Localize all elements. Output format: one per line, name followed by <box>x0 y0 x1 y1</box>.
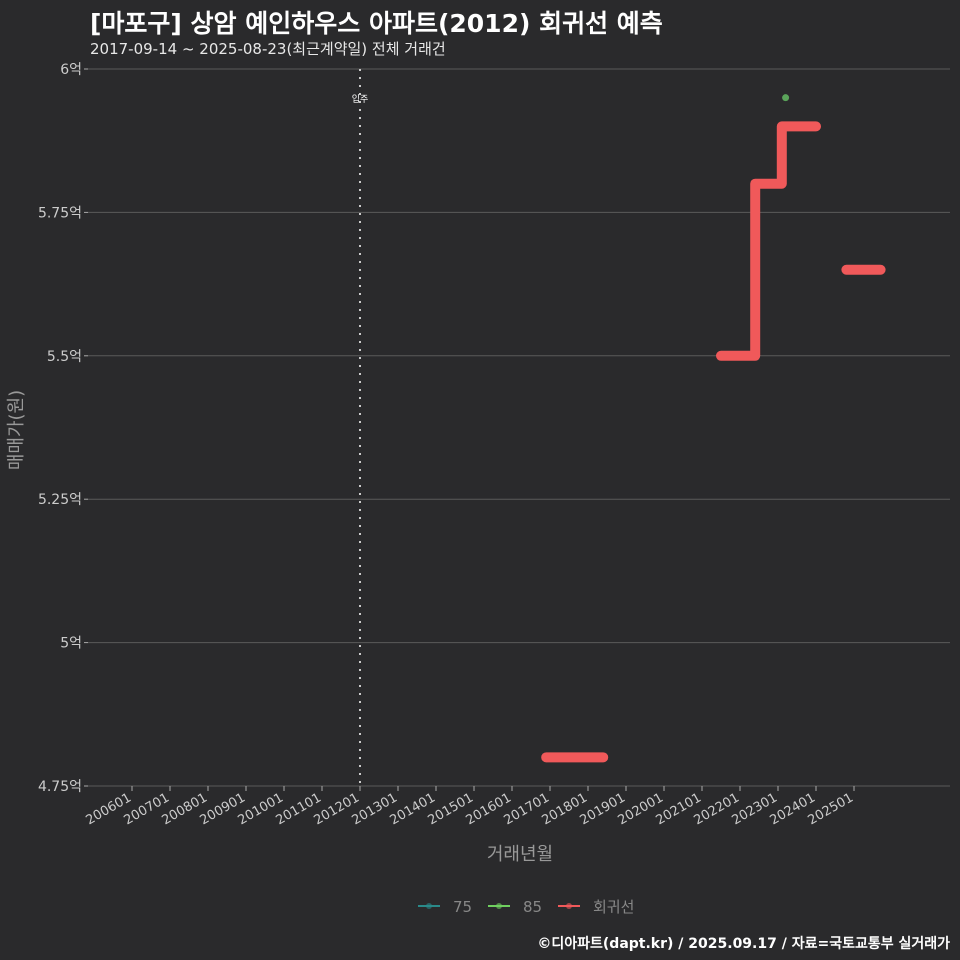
legend-marker <box>566 903 572 909</box>
y-tick-label: 6억 <box>60 62 82 78</box>
y-tick-label: 4.75억 <box>38 779 82 795</box>
chart-title: [마포구] 상암 예인하우스 아파트(2012) 회귀선 예측 <box>90 9 663 38</box>
y-tick-label: 5.75억 <box>38 205 82 221</box>
data-point-85 <box>782 94 790 102</box>
legend-label: 75 <box>453 898 472 916</box>
y-axis-label: 매매가(원) <box>6 390 27 470</box>
legend-marker <box>496 903 502 909</box>
y-tick-label: 5.5억 <box>47 349 82 365</box>
chart-subtitle: 2017-09-14 ~ 2025-08-23(최근계약일) 전체 거래건 <box>90 40 446 58</box>
y-tick-label: 5.25억 <box>38 492 82 508</box>
footer-credit: ©디아파트(dapt.kr) / 2025.09.17 / 자료=국토교통부 실… <box>537 936 950 952</box>
move-in-label: 입주 <box>352 93 369 105</box>
legend-marker <box>426 903 432 909</box>
legend-label: 회귀선 <box>593 898 634 916</box>
regression-segment <box>716 121 821 361</box>
legend-label: 85 <box>523 898 542 916</box>
x-axis-label: 거래년월 <box>487 844 553 865</box>
y-tick-label: 5억 <box>60 636 82 652</box>
